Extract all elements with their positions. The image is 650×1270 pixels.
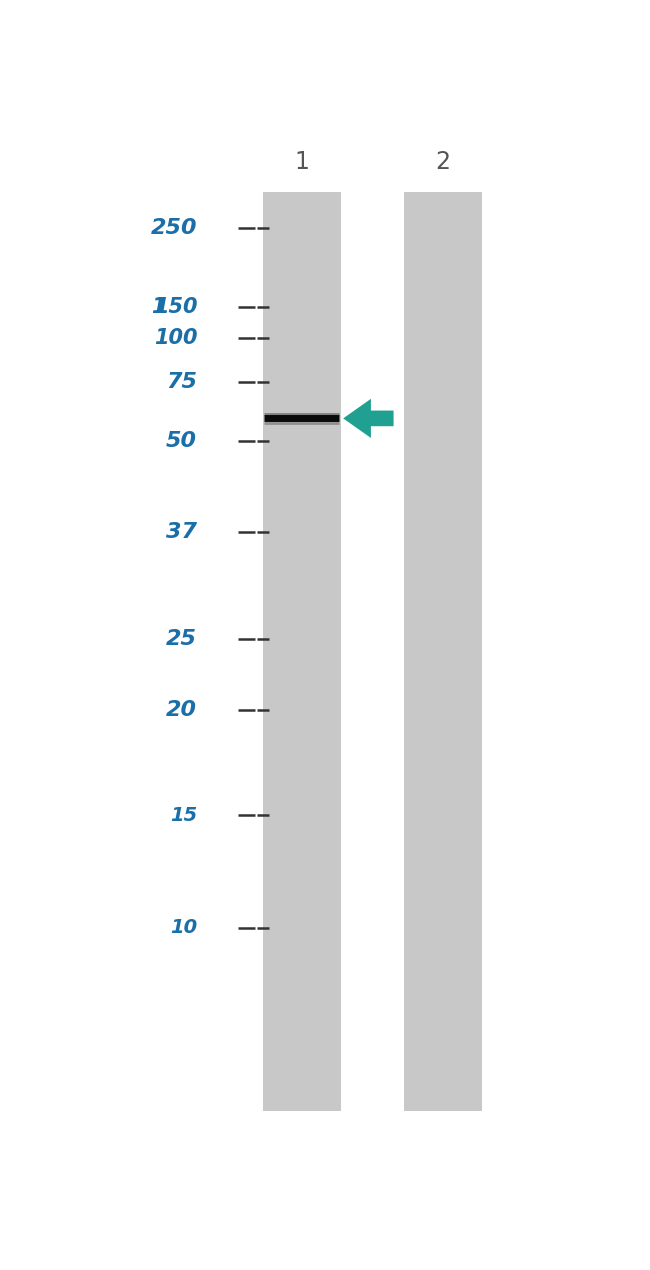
Text: 37: 37 bbox=[166, 522, 197, 542]
FancyArrow shape bbox=[343, 399, 393, 438]
Text: 25: 25 bbox=[166, 630, 197, 649]
Text: 100: 100 bbox=[153, 328, 197, 348]
Text: 150: 150 bbox=[153, 297, 197, 318]
Text: 20: 20 bbox=[166, 700, 197, 720]
Text: 75: 75 bbox=[166, 372, 197, 392]
Bar bbox=[404, 192, 482, 1111]
Text: 50: 50 bbox=[166, 431, 197, 451]
Bar bbox=[263, 192, 341, 1111]
Text: 1: 1 bbox=[294, 150, 309, 174]
Text: 2: 2 bbox=[436, 150, 450, 174]
Text: 10: 10 bbox=[170, 918, 197, 937]
Text: 250: 250 bbox=[151, 217, 197, 237]
Text: 15: 15 bbox=[170, 806, 197, 826]
Text: 1: 1 bbox=[151, 297, 166, 318]
